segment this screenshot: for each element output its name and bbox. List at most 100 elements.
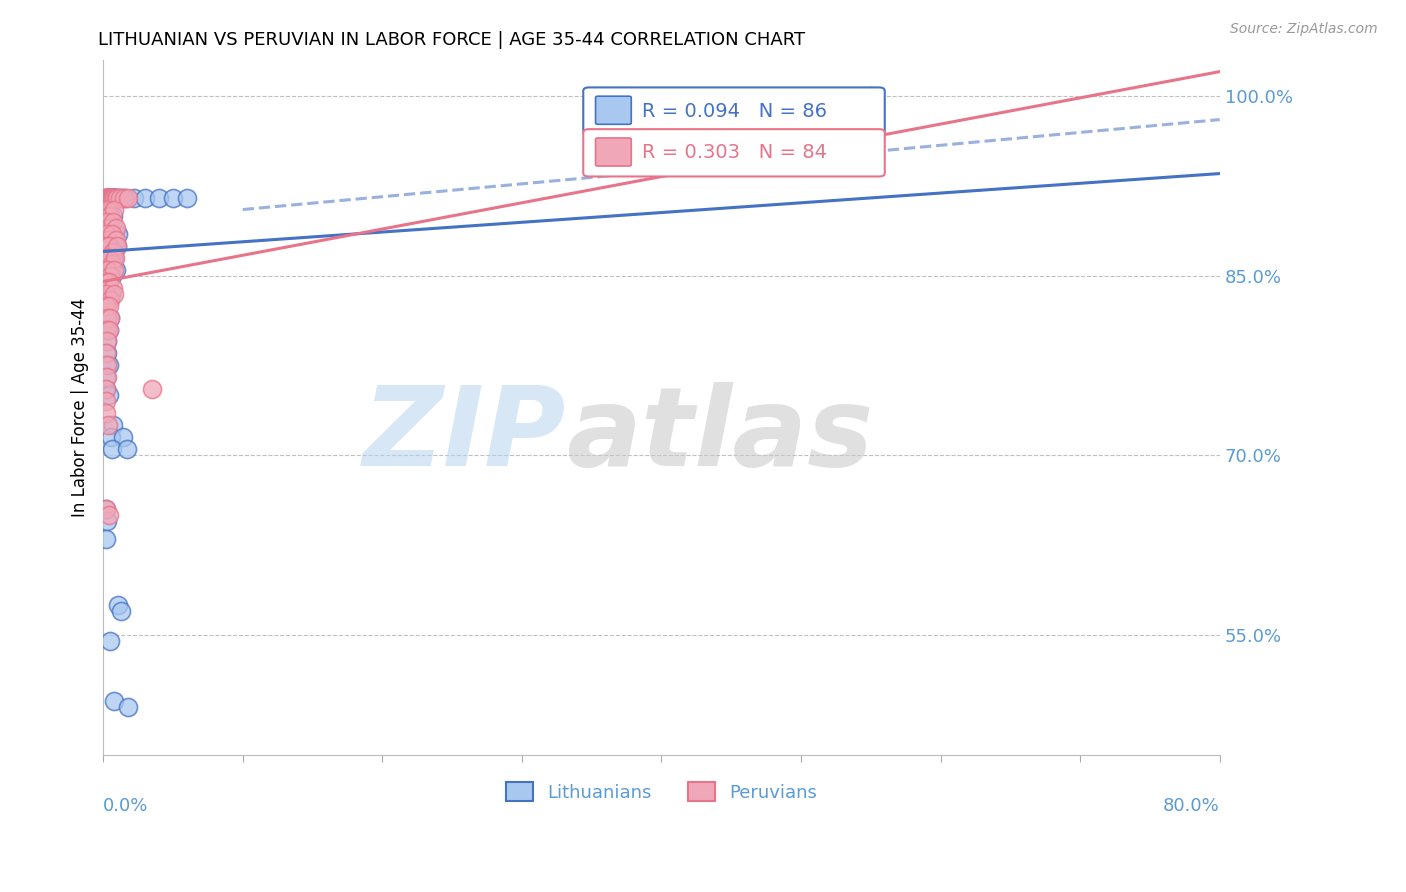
Point (96, 334, 118, 349)
Point (100, 190, 122, 204)
Point (94, 227, 117, 241)
Point (96, 262, 118, 277)
Point (98, 190, 121, 204)
Point (96, 286, 118, 301)
Point (98, 275, 121, 289)
Point (98, 293, 121, 307)
Point (94, 383, 117, 397)
Point (94, 299, 117, 313)
Point (97, 322, 120, 336)
Point (96, 346, 118, 360)
Point (94, 407, 117, 421)
Point (98, 322, 121, 336)
Point (103, 286, 125, 301)
Point (97, 251, 120, 265)
Text: atlas: atlas (567, 382, 875, 489)
Point (97, 262, 120, 277)
Point (96, 262, 118, 277)
Point (98, 209, 121, 223)
Point (110, 190, 132, 204)
Point (98, 310, 121, 325)
Point (98, 359, 121, 373)
Point (115, 442, 138, 457)
Point (859, 88, 882, 103)
Point (98, 190, 121, 204)
Point (94, 190, 117, 204)
FancyBboxPatch shape (583, 87, 884, 135)
Point (96, 310, 118, 325)
Point (103, 190, 125, 204)
Point (100, 256, 122, 270)
Point (97, 190, 120, 204)
Point (97, 299, 120, 313)
Point (94, 251, 117, 265)
Point (105, 190, 128, 204)
Point (98, 209, 121, 223)
Point (101, 280, 124, 294)
Point (94, 299, 117, 313)
Point (97, 251, 120, 265)
Point (96, 238, 118, 252)
Point (176, 190, 198, 204)
Point (103, 190, 125, 204)
Point (98, 634, 121, 648)
Point (104, 251, 127, 265)
Point (94, 322, 117, 336)
Point (94, 502, 117, 516)
Point (96, 190, 118, 204)
Point (103, 202, 125, 217)
Point (105, 238, 128, 252)
Point (94, 275, 117, 289)
Text: R = 0.094   N = 86: R = 0.094 N = 86 (643, 102, 828, 120)
Point (101, 244, 124, 259)
Point (94, 251, 117, 265)
Point (117, 190, 139, 204)
FancyBboxPatch shape (596, 138, 631, 166)
Point (98, 190, 121, 204)
Point (96, 515, 118, 529)
Text: ZIP: ZIP (363, 382, 567, 489)
Point (97, 233, 120, 247)
Point (100, 190, 122, 204)
Point (97, 418, 120, 433)
Point (162, 190, 184, 204)
Point (96, 310, 118, 325)
Point (101, 190, 124, 204)
Point (103, 244, 125, 259)
Point (96, 227, 118, 241)
Point (101, 190, 124, 204)
Point (98, 190, 121, 204)
Point (96, 209, 118, 223)
Point (104, 233, 127, 247)
Point (103, 190, 125, 204)
Point (107, 190, 129, 204)
Point (94, 502, 117, 516)
Point (101, 442, 124, 457)
Point (105, 238, 128, 252)
Point (100, 233, 122, 247)
Point (101, 227, 124, 241)
Point (97, 388, 120, 402)
Point (97, 190, 120, 204)
Point (117, 700, 139, 714)
Point (100, 286, 122, 301)
Point (98, 268, 121, 283)
Point (96, 190, 118, 204)
Point (107, 599, 129, 613)
Point (105, 190, 128, 204)
Point (148, 190, 170, 204)
FancyBboxPatch shape (596, 96, 631, 124)
Point (98, 238, 121, 252)
Text: Source: ZipAtlas.com: Source: ZipAtlas.com (1230, 22, 1378, 37)
Point (107, 227, 129, 241)
Point (96, 334, 118, 349)
Text: LITHUANIAN VS PERUVIAN IN LABOR FORCE | AGE 35-44 CORRELATION CHART: LITHUANIAN VS PERUVIAN IN LABOR FORCE | … (98, 31, 806, 49)
Point (110, 604, 132, 618)
Point (96, 394, 118, 409)
Point (141, 383, 163, 397)
Point (98, 227, 121, 241)
Point (105, 220, 128, 235)
Point (97, 190, 120, 204)
Point (96, 190, 118, 204)
Text: R = 0.303   N = 84: R = 0.303 N = 84 (643, 144, 828, 162)
